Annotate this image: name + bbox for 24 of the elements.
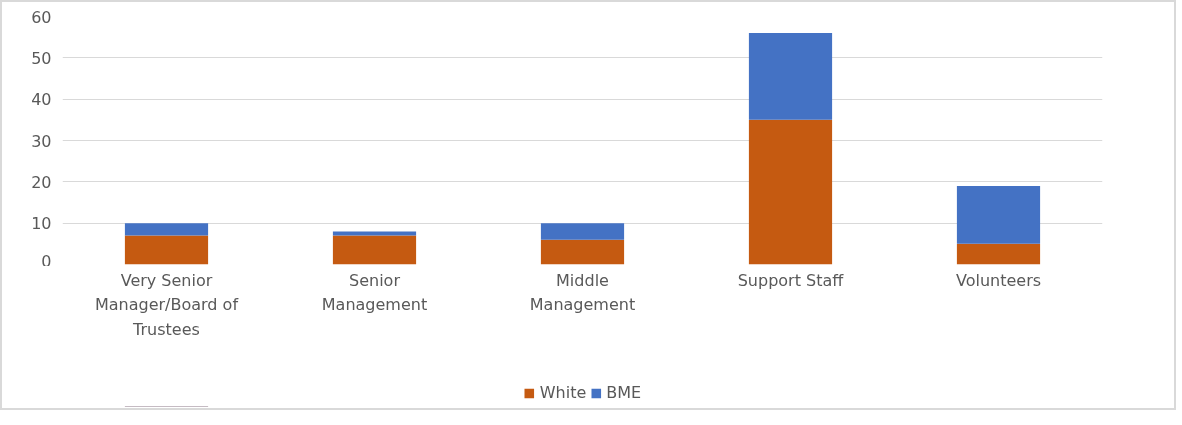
bar <box>332 231 417 236</box>
y-tick-label: 0 <box>41 251 52 271</box>
x-tick-label: Very Senior Manager/Board of Trustees <box>94 270 239 340</box>
legend-label: BME <box>606 383 642 402</box>
y-tick-label: 30 <box>31 131 52 151</box>
bar <box>124 223 209 236</box>
bar <box>540 223 625 240</box>
y-tick-label: 40 <box>31 90 52 110</box>
x-tick-label: Volunteers <box>955 270 1042 290</box>
bar <box>332 235 417 265</box>
bar <box>540 239 625 265</box>
legend-label: White <box>539 383 587 402</box>
x-tick-label: Support Staff <box>737 270 845 290</box>
y-tick-label: 50 <box>31 48 52 68</box>
bar <box>956 185 1041 244</box>
bar <box>956 243 1041 265</box>
y-tick-label: 10 <box>31 214 52 234</box>
bar <box>748 33 833 120</box>
bar <box>124 235 209 265</box>
bar <box>748 119 833 265</box>
y-tick-label: 60 <box>31 7 52 27</box>
x-tick-label: Middle Management <box>529 270 636 315</box>
y-tick-label: 20 <box>31 172 52 192</box>
x-tick-label: Senior Management <box>321 270 428 315</box>
